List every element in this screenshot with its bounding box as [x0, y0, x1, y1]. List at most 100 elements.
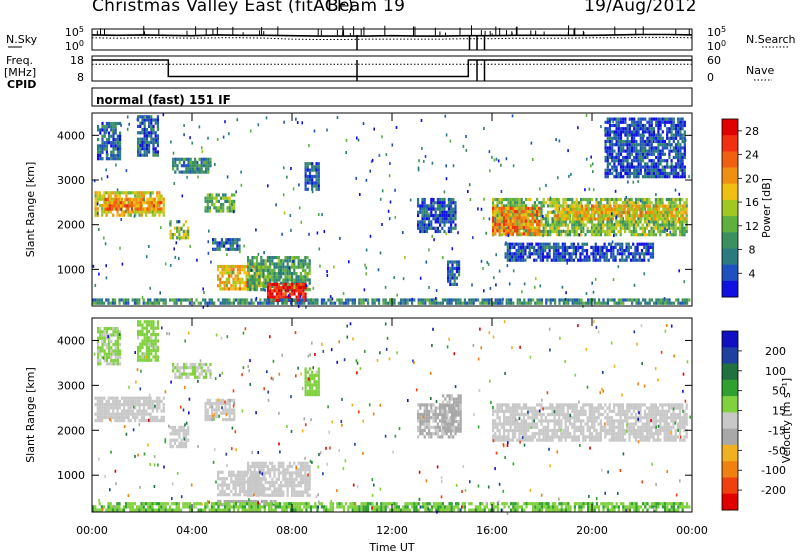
speckle-cell	[362, 122, 365, 125]
range-cell	[156, 345, 159, 349]
range-cell	[307, 298, 310, 302]
range-cell	[327, 298, 330, 302]
speckle-cell	[120, 218, 122, 221]
range-cell	[215, 206, 218, 210]
range-cell	[663, 175, 667, 179]
range-cell	[99, 359, 102, 363]
range-cell	[604, 171, 607, 176]
range-cell	[458, 260, 461, 264]
range-cell	[641, 149, 645, 153]
range-cell	[588, 255, 591, 259]
speckle-cell	[678, 143, 680, 147]
range-cell	[606, 175, 609, 179]
range-cell	[273, 295, 276, 299]
range-cell	[531, 213, 534, 217]
range-cell	[659, 171, 662, 176]
range-cell	[447, 217, 450, 221]
range-cell	[555, 233, 558, 237]
range-cell	[247, 278, 250, 282]
range-cell	[208, 206, 212, 210]
range-cell	[569, 204, 573, 208]
range-cell	[171, 429, 174, 433]
range-cell	[443, 220, 446, 224]
range-cell	[640, 249, 644, 253]
range-cell	[639, 155, 642, 160]
range-cell	[551, 226, 554, 230]
range-cell	[588, 229, 591, 234]
range-cell	[145, 329, 148, 333]
range-cell	[572, 217, 575, 221]
colorbar-segment	[722, 183, 738, 201]
range-cell	[571, 197, 574, 202]
range-cell	[204, 405, 207, 409]
range-cell	[107, 412, 110, 416]
range-cell	[439, 197, 442, 202]
range-cell	[540, 217, 543, 221]
range-cell	[209, 160, 212, 165]
freq-line	[92, 59, 692, 78]
range-cell	[572, 252, 575, 256]
range-cell	[679, 120, 682, 124]
range-cell	[225, 264, 228, 269]
range-cell	[631, 207, 634, 211]
range-cell	[472, 301, 475, 305]
range-cell	[358, 301, 361, 305]
range-cell	[492, 216, 495, 220]
range-cell	[595, 229, 598, 234]
range-cell	[509, 232, 512, 236]
range-cell	[651, 255, 655, 259]
range-cell	[425, 223, 428, 227]
range-cell	[221, 271, 224, 275]
range-cell	[455, 298, 458, 302]
speckle-cell	[605, 150, 608, 154]
speckle-cell	[491, 155, 493, 159]
range-cell	[652, 229, 655, 234]
range-cell	[597, 223, 600, 227]
range-cell	[162, 396, 165, 400]
range-cell	[674, 223, 677, 227]
range-cell	[299, 265, 302, 269]
range-cell	[555, 226, 558, 230]
range-cell	[647, 258, 650, 262]
speckle-cell	[552, 219, 554, 223]
range-cell	[428, 204, 431, 208]
range-cell	[229, 241, 232, 245]
range-cell	[522, 252, 525, 256]
range-cell	[651, 249, 655, 253]
range-cell	[294, 298, 297, 302]
range-cell	[575, 223, 578, 227]
range-cell	[581, 245, 584, 249]
range-cell	[573, 298, 576, 302]
speckle-cell	[178, 257, 180, 260]
range-cell	[509, 226, 512, 230]
range-cell	[317, 178, 320, 182]
range-cell	[602, 220, 605, 224]
range-cell	[306, 272, 309, 276]
range-cell	[474, 298, 477, 302]
range-cell	[129, 412, 132, 416]
range-cell	[610, 223, 613, 227]
range-cell	[112, 359, 115, 363]
speckle-cell	[169, 222, 171, 226]
range-cell	[99, 327, 102, 331]
range-cell	[496, 219, 499, 223]
range-cell	[436, 213, 439, 218]
range-cell	[547, 223, 550, 227]
range-cell	[157, 201, 160, 205]
range-cell	[186, 298, 189, 302]
range-cell	[112, 349, 115, 353]
range-cell	[129, 409, 132, 413]
range-cell	[670, 301, 673, 305]
range-cell	[565, 217, 568, 221]
range-cell	[160, 409, 163, 413]
range-cell	[139, 153, 142, 157]
range-cell	[152, 137, 155, 141]
range-cell	[458, 266, 461, 270]
range-cell	[555, 223, 558, 227]
range-cell	[500, 206, 503, 210]
speckle-cell	[319, 264, 321, 268]
range-cell	[454, 204, 457, 208]
range-cell	[280, 286, 283, 290]
range-cell	[659, 159, 662, 163]
range-cell	[670, 143, 673, 147]
